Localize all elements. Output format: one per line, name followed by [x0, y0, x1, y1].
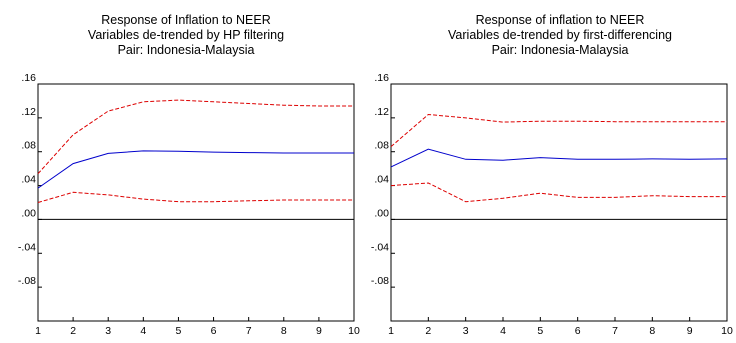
x-tick-label: 9 — [316, 325, 322, 337]
y-tick-label: .16 — [21, 72, 36, 84]
x-tick-label: 6 — [211, 325, 217, 337]
chart-title-line: Pair: Indonesia-Malaysia — [492, 43, 629, 57]
y-tick-label: -.04 — [371, 241, 389, 253]
chart-title-line: Pair: Indonesia-Malaysia — [118, 43, 255, 57]
series-line-upper-band — [390, 113, 727, 147]
series-line-upper-band — [37, 99, 354, 175]
x-tick-label: 7 — [612, 325, 618, 337]
x-tick-label: 3 — [105, 325, 111, 337]
chart-title-line: Variables de-trended by first-differenci… — [448, 28, 672, 42]
y-tick-label: .04 — [374, 174, 389, 186]
x-tick-label: 4 — [500, 325, 506, 337]
y-tick-label: .12 — [374, 106, 389, 118]
y-tick-label: -.08 — [371, 275, 389, 287]
y-tick-label: .16 — [374, 72, 389, 84]
x-tick-label: 10 — [721, 325, 733, 337]
y-tick-label: .00 — [21, 207, 36, 219]
chart-title-line: Response of inflation to NEER — [476, 13, 645, 27]
x-tick-label: 1 — [35, 325, 41, 337]
series-line-lower-band — [37, 191, 354, 203]
series-line-response — [390, 148, 728, 168]
y-tick-label: .00 — [374, 207, 389, 219]
x-tick-label: 10 — [348, 325, 360, 337]
x-tick-label: 2 — [425, 325, 431, 337]
y-tick-label: .08 — [21, 140, 36, 152]
y-tick-label: -.08 — [18, 275, 36, 287]
chart-title-line: Response of Inflation to NEER — [101, 13, 271, 27]
x-tick-label: 5 — [537, 325, 543, 337]
y-tick-label: -.04 — [18, 241, 36, 253]
y-tick-label: .12 — [21, 106, 36, 118]
chart-title-line: Variables de-trended by HP filtering — [88, 28, 284, 42]
x-tick-label: 6 — [575, 325, 581, 337]
x-tick-label: 4 — [140, 325, 146, 337]
y-tick-label: .08 — [374, 140, 389, 152]
plot-frame — [37, 83, 355, 322]
x-tick-label: 8 — [281, 325, 287, 337]
x-tick-label: 5 — [176, 325, 182, 337]
series-line-response — [37, 150, 354, 189]
y-tick-label: .04 — [21, 174, 36, 186]
series-line-lower-band — [390, 182, 727, 203]
x-tick-label: 2 — [70, 325, 76, 337]
x-tick-label: 9 — [687, 325, 693, 337]
x-tick-label: 3 — [463, 325, 469, 337]
plot-frame — [390, 83, 728, 322]
x-tick-label: 7 — [246, 325, 252, 337]
x-tick-label: 1 — [388, 325, 394, 337]
x-tick-label: 8 — [649, 325, 655, 337]
